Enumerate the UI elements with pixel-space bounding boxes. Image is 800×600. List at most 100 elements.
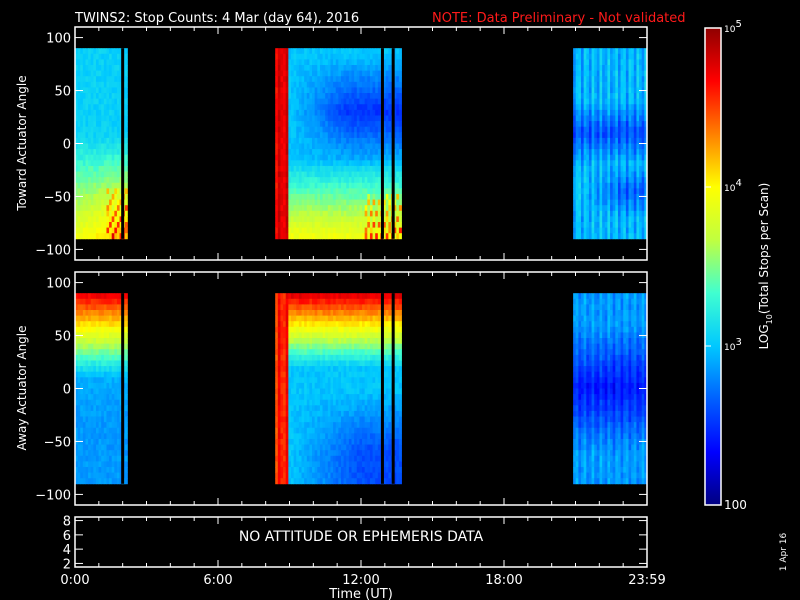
heatmap-cell xyxy=(610,104,614,111)
heatmap-cell xyxy=(101,53,105,60)
heatmap-cell xyxy=(623,154,627,161)
heatmap-cell xyxy=(298,143,302,150)
heatmap-cell xyxy=(573,76,577,83)
heatmap-cell xyxy=(109,399,113,406)
heatmap-cell xyxy=(298,438,302,445)
heatmap-cell xyxy=(333,326,337,333)
heatmap-cell xyxy=(610,98,614,105)
heatmap-cell xyxy=(314,416,318,423)
heatmap-cell xyxy=(343,450,347,457)
heatmap-cell xyxy=(124,126,128,133)
heatmap-cell xyxy=(103,377,107,384)
heatmap-cell xyxy=(109,188,113,195)
heatmap-cell xyxy=(340,455,345,462)
heatmap-cell xyxy=(106,326,110,333)
heatmap-cell xyxy=(275,137,279,144)
heatmap-cell xyxy=(333,149,337,156)
heatmap-cell xyxy=(103,188,107,195)
heatmap-cell xyxy=(375,48,379,55)
heatmap-cell xyxy=(396,227,400,234)
heatmap-cell xyxy=(285,405,289,412)
heatmap-cell xyxy=(275,444,279,451)
heatmap-cell xyxy=(356,222,360,229)
heatmap-cell xyxy=(578,154,582,161)
heatmap-cell xyxy=(319,165,323,172)
heatmap-cell xyxy=(95,450,99,457)
heatmap-cell xyxy=(314,332,318,339)
heatmap-cell xyxy=(340,121,345,128)
heatmap-cell xyxy=(283,427,287,434)
heatmap-cell xyxy=(325,98,329,105)
heatmap-cell xyxy=(364,121,368,128)
heatmap-cell xyxy=(351,416,355,423)
heatmap-cell xyxy=(111,199,115,206)
heatmap-cell xyxy=(628,81,632,88)
heatmap-cell xyxy=(620,59,624,66)
heatmap-cell xyxy=(301,233,305,240)
heatmap-cell xyxy=(93,98,97,105)
heatmap-cell xyxy=(93,304,97,311)
heatmap-cell xyxy=(111,109,115,116)
heatmap-cell xyxy=(314,467,318,474)
heatmap-cell xyxy=(617,205,622,212)
heatmap-cell xyxy=(80,438,84,445)
heatmap-cell xyxy=(285,59,289,66)
heatmap-cell xyxy=(333,109,337,116)
heatmap-cell xyxy=(85,321,89,328)
heatmap-cell xyxy=(82,216,86,223)
heatmap-cell xyxy=(85,76,89,83)
heatmap-cell xyxy=(82,227,86,234)
heatmap-cell xyxy=(293,321,297,328)
heatmap-cell xyxy=(101,87,105,94)
heatmap-cell xyxy=(93,354,97,361)
heatmap-cell xyxy=(335,438,339,445)
heatmap-cell xyxy=(75,188,79,195)
heatmap-cell xyxy=(351,472,355,479)
heatmap-cell xyxy=(293,310,297,317)
heatmap-cell xyxy=(639,233,643,240)
heatmap-cell xyxy=(322,193,326,200)
heatmap-cell xyxy=(111,472,115,479)
heatmap-cell xyxy=(644,104,648,111)
heatmap-cell xyxy=(85,315,89,322)
heatmap-cell xyxy=(98,321,102,328)
data-gap-line xyxy=(121,48,125,239)
heatmap-cell xyxy=(354,132,358,139)
heatmap-cell xyxy=(290,76,295,83)
heatmap-cell xyxy=(588,171,592,178)
heatmap-cell xyxy=(325,109,329,116)
heatmap-cell xyxy=(306,87,310,94)
heatmap-cell xyxy=(628,143,632,150)
heatmap-cell xyxy=(304,193,308,200)
heatmap-cell xyxy=(111,467,115,474)
heatmap-cell xyxy=(322,444,326,451)
heatmap-cell xyxy=(343,115,347,122)
heatmap-cell xyxy=(375,205,379,212)
heatmap-cell xyxy=(319,422,323,429)
heatmap-cell xyxy=(327,205,331,212)
heatmap-cell xyxy=(348,65,352,72)
heatmap-cell xyxy=(301,298,305,305)
heatmap-cell xyxy=(369,222,373,229)
heatmap-cell xyxy=(322,199,326,206)
heatmap-cell xyxy=(306,53,310,60)
heatmap-cell xyxy=(338,143,342,150)
heatmap-cell xyxy=(296,115,300,122)
heatmap-cell xyxy=(351,171,355,178)
heatmap-cell xyxy=(90,70,94,77)
heatmap-cell xyxy=(586,137,590,144)
heatmap-cell xyxy=(119,388,123,395)
heatmap-cell xyxy=(275,472,279,479)
heatmap-cell xyxy=(573,199,577,206)
heatmap-cell xyxy=(280,461,284,468)
heatmap-cell xyxy=(581,132,585,139)
heatmap-cell xyxy=(333,388,337,395)
heatmap-cell xyxy=(296,104,300,111)
heatmap-cell xyxy=(325,227,329,234)
heatmap-cell xyxy=(367,188,371,195)
heatmap-cell xyxy=(111,354,115,361)
heatmap-cell xyxy=(312,310,316,317)
heatmap-cell xyxy=(612,193,616,200)
heatmap-cell xyxy=(396,199,400,206)
heatmap-cell xyxy=(340,126,345,133)
